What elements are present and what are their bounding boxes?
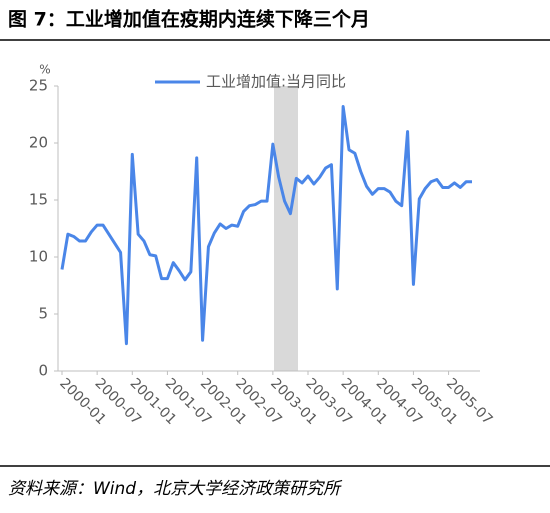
y-tick-label: 25 bbox=[29, 77, 48, 95]
y-tick-label: 5 bbox=[38, 305, 48, 323]
source: 资料来源：Wind，北京大学经济政策研究所 bbox=[8, 479, 343, 499]
y-tick-label: 20 bbox=[29, 134, 48, 152]
legend-label: 工业增加值:当月同比 bbox=[206, 73, 346, 91]
y-tick-label: 10 bbox=[29, 248, 48, 266]
series-line bbox=[60, 105, 472, 346]
y-tick-label: 15 bbox=[29, 191, 48, 209]
y-unit: % bbox=[39, 63, 50, 77]
y-tick-label: 0 bbox=[38, 362, 48, 380]
epidemic-shade bbox=[274, 86, 298, 371]
page-title: 图 7：工业增加值在疫期内连续下降三个月 bbox=[8, 8, 370, 31]
